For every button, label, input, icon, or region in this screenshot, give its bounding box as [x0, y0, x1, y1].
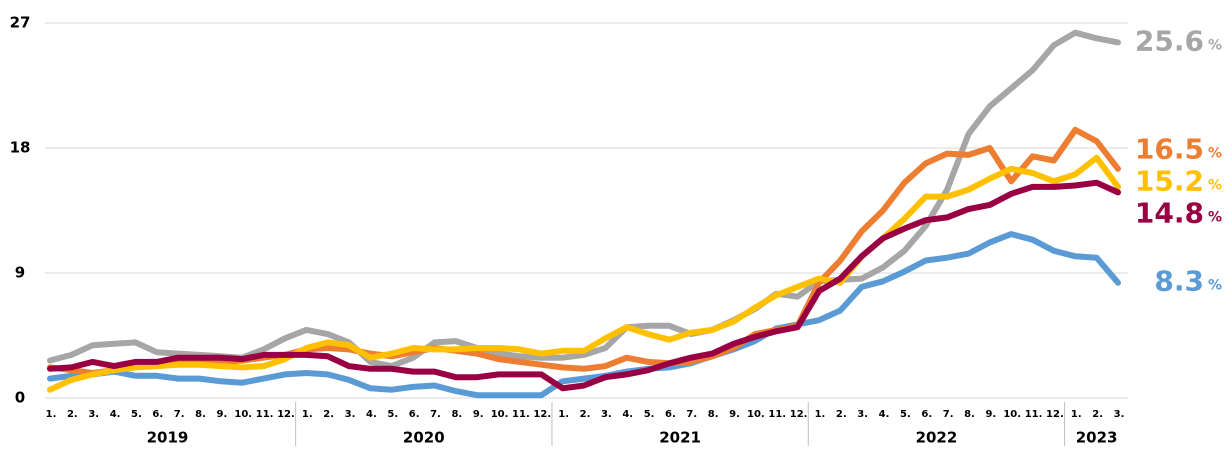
x-tick-label: 1. [558, 409, 569, 420]
end-value: 25.6 [1135, 24, 1204, 57]
x-tick-label: 2. [67, 409, 78, 420]
y-tick-label: 27 [10, 14, 31, 32]
x-tick-label: 7. [943, 409, 954, 420]
x-tick-label: 12. [790, 409, 808, 420]
x-tick-label: 4. [110, 409, 121, 420]
x-tick-label: 3. [345, 409, 356, 420]
x-group-label: 2021 [659, 429, 701, 447]
x-tick-label: 9. [985, 409, 996, 420]
end-unit: % [1208, 146, 1222, 162]
series-line [47, 179, 1121, 392]
x-group-label: 2020 [403, 429, 445, 447]
x-tick-label: 5. [131, 409, 142, 420]
y-tick-label: 9 [15, 264, 25, 282]
series-line [47, 29, 1121, 370]
series-line [47, 126, 1121, 376]
x-tick-label: 5. [644, 409, 655, 420]
x-group-label: 2023 [1076, 429, 1118, 447]
end-label: 15.2% [1135, 165, 1222, 198]
end-unit: % [1208, 37, 1222, 53]
x-tick-label: 12. [533, 409, 551, 420]
x-tick-label: 3. [601, 409, 612, 420]
x-tick-label: 7. [686, 409, 697, 420]
x-tick-label: 4. [879, 409, 890, 420]
x-tick-label: 2. [836, 409, 847, 420]
x-tick-label: 7. [430, 409, 441, 420]
x-tick-label: 11. [768, 409, 786, 420]
x-tick-label: 4. [622, 409, 633, 420]
end-value: 14.8 [1135, 197, 1204, 230]
x-tick-label: 5. [387, 409, 398, 420]
x-tick-label: 11. [512, 409, 530, 420]
x-tick-label: 9. [729, 409, 740, 420]
end-label: 8.3% [1154, 265, 1222, 298]
x-tick-label: 10. [491, 409, 509, 420]
x-tick-label: 9. [473, 409, 484, 420]
end-unit: % [1208, 210, 1222, 226]
x-tick-label: 1. [46, 409, 57, 420]
x-tick-label: 9. [216, 409, 227, 420]
end-unit: % [1208, 278, 1222, 294]
x-tick-label: 6. [152, 409, 163, 420]
x-tick-label: 3. [857, 409, 868, 420]
x-tick-label: 6. [409, 409, 420, 420]
x-tick-label: 6. [921, 409, 932, 420]
x-tick-label: 10. [234, 409, 252, 420]
x-tick-label: 3. [1114, 409, 1125, 420]
y-tick-label: 0 [15, 389, 25, 407]
x-tick-label: 11. [256, 409, 274, 420]
series-line [47, 231, 1121, 399]
x-tick-label: 2. [580, 409, 591, 420]
x-tick-label: 8. [964, 409, 975, 420]
x-tick-label: 1. [302, 409, 313, 420]
x-group-label: 2022 [916, 429, 958, 447]
x-tick-label: 10. [747, 409, 765, 420]
x-tick-label: 4. [366, 409, 377, 420]
y-tick-label: 18 [10, 139, 31, 157]
x-tick-label: 8. [195, 409, 206, 420]
x-tick-label: 2. [1092, 409, 1103, 420]
x-tick-label: 8. [451, 409, 462, 420]
end-value: 8.3 [1154, 265, 1204, 298]
end-label: 16.5% [1135, 133, 1222, 166]
x-tick-label: 8. [708, 409, 719, 420]
x-tick-label: 10. [1003, 409, 1021, 420]
x-tick-label: 11. [1025, 409, 1043, 420]
x-tick-label: 12. [277, 409, 295, 420]
end-label: 25.6% [1135, 24, 1222, 57]
series-line [47, 154, 1121, 393]
end-value: 15.2 [1135, 165, 1204, 198]
x-tick-label: 1. [815, 409, 826, 420]
x-tick-label: 12. [1046, 409, 1064, 420]
x-tick-label: 6. [665, 409, 676, 420]
x-tick-label: 7. [174, 409, 185, 420]
end-label: 14.8% [1135, 197, 1222, 230]
x-tick-label: 5. [900, 409, 911, 420]
x-tick-label: 3. [88, 409, 99, 420]
end-value: 16.5 [1135, 133, 1204, 166]
x-group-label: 2019 [147, 429, 189, 447]
x-tick-label: 1. [1071, 409, 1082, 420]
end-unit: % [1208, 178, 1222, 194]
x-tick-label: 2. [323, 409, 334, 420]
